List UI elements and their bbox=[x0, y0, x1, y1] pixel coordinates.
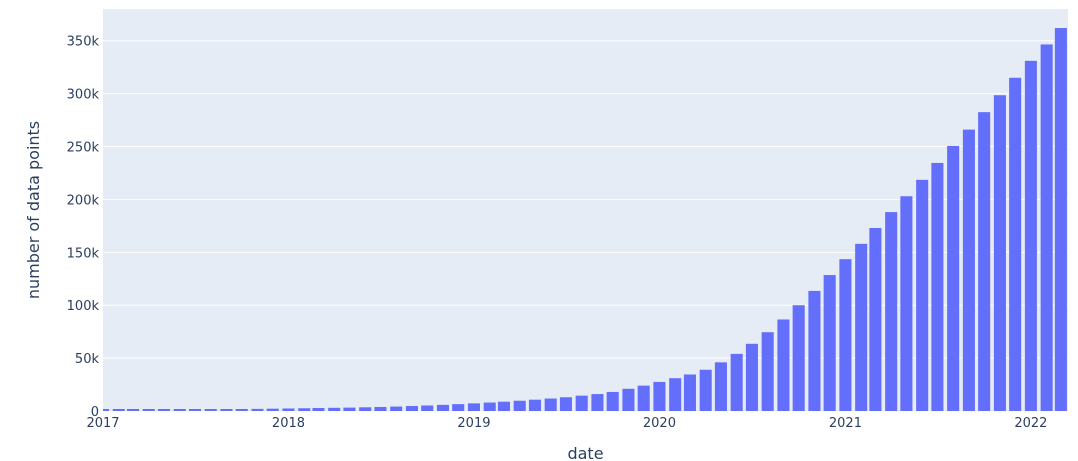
bar bbox=[1024, 60, 1037, 411]
bar bbox=[699, 369, 712, 411]
bar bbox=[359, 407, 372, 411]
y-tick-label: 50k bbox=[75, 352, 100, 367]
bar bbox=[839, 259, 852, 411]
gridlines bbox=[103, 40, 1068, 359]
bar bbox=[606, 391, 619, 411]
bar bbox=[452, 404, 465, 411]
x-axis-title: date bbox=[567, 444, 603, 461]
bar bbox=[126, 409, 140, 411]
bar bbox=[947, 145, 960, 411]
bar bbox=[312, 408, 325, 411]
bar bbox=[436, 404, 449, 411]
bar bbox=[421, 405, 434, 411]
bar bbox=[993, 95, 1006, 412]
bar bbox=[855, 243, 868, 411]
bar bbox=[266, 408, 279, 411]
x-axis-ticks: 2017 2018 2019 2020 2021 2022 bbox=[86, 416, 1047, 431]
bar bbox=[745, 343, 758, 411]
y-axis-title: number of data points bbox=[24, 121, 43, 299]
y-axis-ticks: 0 50k 100k 150k 200k 250k 300k 350k bbox=[67, 35, 100, 420]
y-tick-label: 250k bbox=[67, 141, 100, 156]
bar bbox=[978, 112, 991, 411]
bar bbox=[730, 353, 743, 411]
bar bbox=[220, 409, 233, 411]
bar bbox=[298, 408, 311, 411]
y-tick-label: 100k bbox=[67, 299, 100, 314]
y-tick-label: 300k bbox=[67, 88, 100, 103]
y-tick-label: 200k bbox=[67, 193, 100, 208]
bar bbox=[343, 407, 356, 411]
bar bbox=[282, 408, 295, 411]
bar bbox=[390, 406, 403, 411]
y-tick-label: 350k bbox=[67, 35, 100, 50]
bar bbox=[188, 409, 202, 411]
bar bbox=[328, 407, 341, 411]
bar bbox=[714, 362, 727, 411]
y-tick-label: 150k bbox=[67, 246, 100, 261]
x-tick-label: 2020 bbox=[643, 416, 676, 431]
bar bbox=[1040, 44, 1053, 411]
bar bbox=[900, 196, 913, 411]
bar bbox=[916, 179, 929, 411]
bar bbox=[683, 374, 696, 411]
bar bbox=[513, 400, 526, 411]
bar bbox=[374, 406, 387, 411]
bar bbox=[497, 401, 510, 411]
bar bbox=[544, 398, 557, 411]
x-tick-label: 2017 bbox=[86, 416, 119, 431]
bar bbox=[103, 409, 110, 411]
bar bbox=[669, 378, 682, 411]
bar bbox=[1054, 28, 1067, 411]
y-tick-label: 0 bbox=[91, 405, 99, 420]
bar bbox=[637, 385, 650, 411]
bar bbox=[869, 227, 882, 411]
bar bbox=[405, 406, 418, 411]
bar bbox=[157, 409, 171, 411]
bar bbox=[467, 403, 480, 411]
bar bbox=[112, 409, 125, 411]
x-tick-label: 2018 bbox=[272, 416, 305, 431]
bars bbox=[103, 28, 1067, 412]
bar bbox=[173, 409, 186, 411]
bar bbox=[483, 402, 496, 411]
bar bbox=[591, 394, 604, 411]
bar bbox=[251, 408, 264, 411]
bar bbox=[777, 319, 790, 411]
bar bbox=[962, 129, 975, 411]
bar bbox=[204, 409, 217, 411]
bar bbox=[1009, 77, 1022, 412]
bar bbox=[142, 409, 155, 411]
bar bbox=[931, 162, 944, 411]
x-tick-label: 2022 bbox=[1014, 416, 1047, 431]
bar bbox=[885, 212, 898, 411]
bar bbox=[653, 381, 666, 411]
bar bbox=[622, 388, 635, 411]
x-tick-label: 2019 bbox=[457, 416, 490, 431]
bar bbox=[761, 332, 774, 411]
bar bbox=[575, 395, 588, 411]
bar bbox=[235, 408, 248, 411]
bar bbox=[559, 397, 572, 411]
bar bbox=[823, 275, 836, 411]
x-tick-label: 2021 bbox=[829, 416, 862, 431]
bar bbox=[528, 399, 541, 411]
bar bbox=[808, 290, 821, 411]
bar bbox=[792, 305, 805, 411]
